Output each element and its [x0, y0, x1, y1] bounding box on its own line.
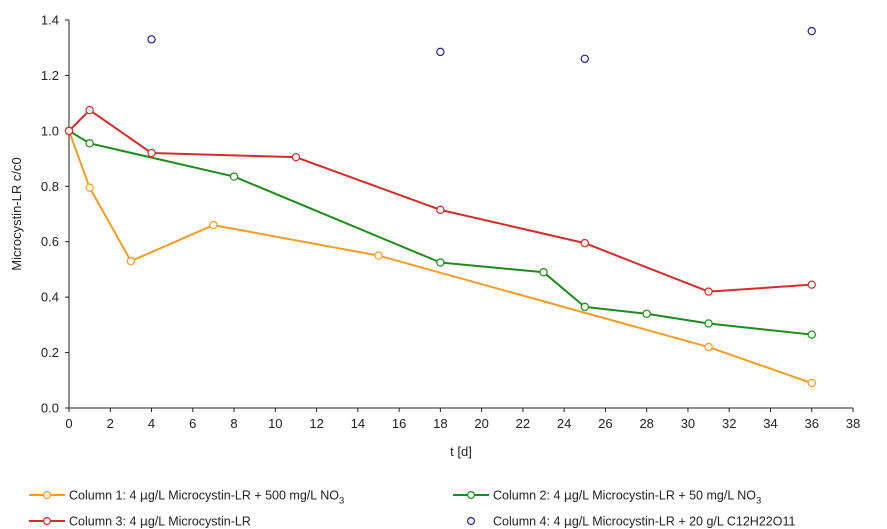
legend-label-mu: μ	[564, 488, 572, 503]
series-line	[68, 130, 812, 336]
legend-label-text: g/L Microcystin-LR	[148, 515, 251, 529]
data-point	[436, 205, 445, 215]
legend-label-text: g/L Microcystin-LR + 20 g/L C12H22O11	[572, 515, 796, 529]
legend-label-mu: μ	[140, 488, 148, 503]
x-tick-label: 36	[805, 416, 819, 431]
x-tick-label: 16	[392, 416, 406, 431]
data-point	[807, 26, 816, 36]
legend-label-prefix: Column 4: 4	[493, 515, 564, 529]
data-point	[580, 302, 589, 312]
data-point	[704, 287, 713, 296]
data-point	[704, 342, 713, 352]
legend-item-4: Column 4: 4 μg/L Microcystin-LR + 20 g/L…	[467, 514, 795, 529]
legend-label-text: g/L Microcystin-LR + 50 mg/L NO	[572, 489, 756, 503]
legend-label: Column 1: 4 μg/L Microcystin-LR + 500 mg…	[69, 488, 344, 507]
series-3	[64, 105, 816, 296]
y-tick-label: 0.8	[41, 179, 59, 194]
x-tick-label: 34	[763, 416, 777, 431]
y-tick-label: 1.2	[41, 68, 59, 83]
y-tick-label: 0.0	[41, 401, 59, 416]
data-point	[642, 309, 651, 318]
legend-label-mu: μ	[564, 514, 572, 529]
legend-label-mu: μ	[140, 514, 148, 529]
data-point	[209, 220, 218, 230]
data-point	[704, 319, 713, 328]
data-point	[85, 105, 94, 115]
y-tick-label: 1.0	[41, 123, 59, 138]
data-point	[807, 280, 816, 289]
y-tick-label: 1.4	[41, 13, 59, 28]
series-1	[64, 126, 816, 388]
data-point	[229, 172, 239, 181]
legend-label-subscript: 3	[756, 496, 761, 507]
y-tick-label: 0.4	[41, 290, 59, 305]
data-point	[580, 54, 589, 64]
x-tick-label: 6	[189, 416, 196, 431]
x-tick-label: 0	[65, 416, 72, 431]
x-tick-label: 22	[516, 416, 530, 431]
data-point	[807, 378, 816, 388]
y-tick-label: 0.6	[41, 234, 59, 249]
legend-swatch-marker	[42, 491, 51, 500]
legend-label: Column 2: 4 μg/L Microcystin-LR + 50 mg/…	[493, 488, 761, 507]
legend-label: Column 4: 4 μg/L Microcystin-LR + 20 g/L…	[493, 514, 795, 529]
series-line	[68, 130, 813, 385]
legend-label-prefix: Column 3: 4	[69, 515, 140, 529]
x-tick-label: 32	[722, 416, 736, 431]
data-point	[147, 148, 156, 158]
series-line	[68, 109, 812, 293]
legend-swatch-marker	[467, 516, 476, 525]
x-tick-label: 38	[846, 416, 860, 431]
legend-label-prefix: Column 1: 4	[69, 489, 140, 503]
x-tick-label: 4	[148, 416, 155, 431]
legend-swatch-marker	[42, 516, 51, 525]
legend-label-text: g/L Microcystin-LR + 500 mg/L NO	[148, 489, 339, 503]
data-point	[436, 47, 445, 57]
x-tick-label: 10	[268, 416, 282, 431]
x-tick-label: 20	[474, 416, 488, 431]
data-point	[580, 238, 589, 248]
x-tick-label: 26	[598, 416, 612, 431]
y-axis-label: Microcystin-LR c/c0	[9, 157, 24, 270]
data-point	[436, 258, 445, 267]
x-tick-label: 14	[351, 416, 365, 431]
legend: Column 1: 4 μg/L Microcystin-LR + 500 mg…	[29, 488, 795, 529]
x-tick-label: 30	[681, 416, 695, 431]
y-tick-label: 0.2	[41, 345, 59, 360]
legend-label: Column 3: 4 μg/L Microcystin-LR	[69, 514, 251, 529]
data-point	[126, 256, 136, 266]
data-point	[291, 152, 301, 162]
data-point	[539, 268, 548, 277]
series-layer	[64, 26, 816, 388]
series-4	[147, 26, 816, 64]
x-tick-label: 8	[230, 416, 237, 431]
legend-label-prefix: Column 2: 4	[493, 489, 564, 503]
data-point	[85, 183, 94, 192]
legend-item-3: Column 3: 4 μg/L Microcystin-LR	[29, 514, 251, 529]
data-point	[64, 126, 74, 136]
x-tick-label: 12	[309, 416, 323, 431]
x-tick-label: 28	[639, 416, 653, 431]
x-tick-label: 24	[557, 416, 571, 431]
axes: 0 2 4 6 8 10 12 14 16 18 20 22 24 26 28 30 32 34 36 380.00.…	[41, 13, 860, 432]
data-point	[374, 251, 383, 260]
x-tick-label: 2	[107, 416, 114, 431]
data-point	[147, 35, 156, 44]
series-2	[64, 126, 816, 339]
legend-label-subscript: 3	[339, 496, 344, 507]
legend-item-2: Column 2: 4 μg/L Microcystin-LR + 50 mg/…	[453, 488, 761, 507]
data-point	[85, 139, 94, 148]
x-tick-label: 18	[433, 416, 447, 431]
x-axis-label: t [d]	[450, 444, 472, 459]
legend-swatch-marker	[467, 491, 476, 500]
data-point	[807, 330, 816, 339]
legend-item-1: Column 1: 4 μg/L Microcystin-LR + 500 mg…	[29, 488, 344, 507]
